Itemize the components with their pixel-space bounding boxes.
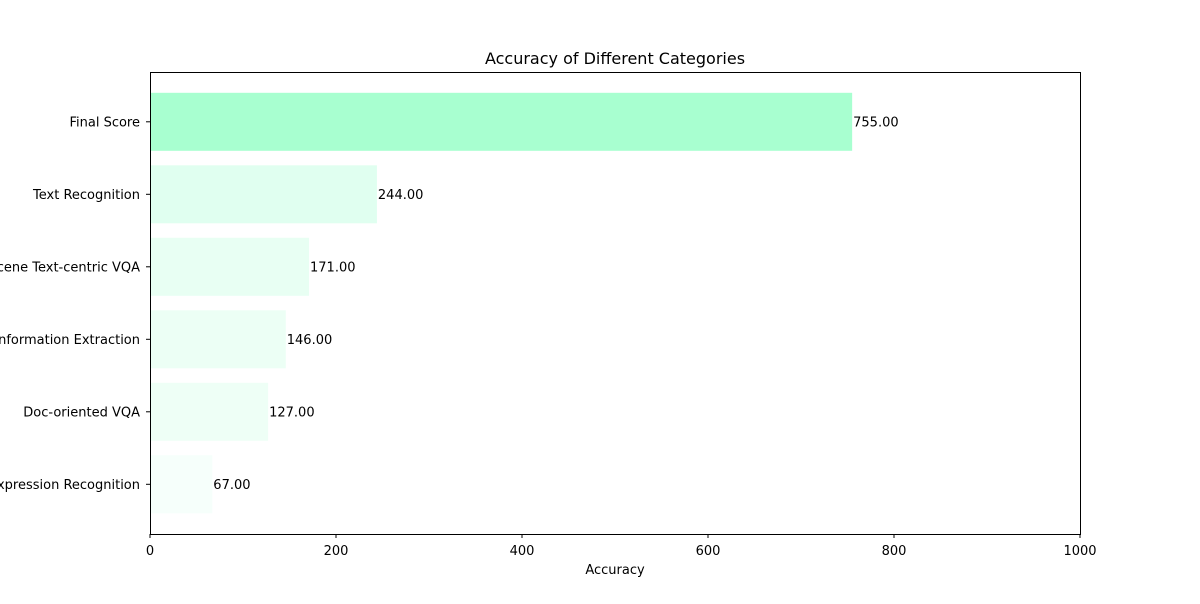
chart-title: Accuracy of Different Categories [485, 49, 745, 68]
bar [150, 310, 286, 369]
x-axis-label: Accuracy [585, 563, 645, 578]
plot-frame [150, 72, 1081, 535]
y-tick-label: Final Score [69, 115, 140, 130]
x-tick-label: 400 [510, 544, 535, 559]
x-tick-label: 800 [882, 544, 907, 559]
bars-layer [150, 92, 853, 514]
bar-value-label: 67.00 [213, 478, 250, 493]
y-tick-label: Text Recognition [32, 188, 140, 203]
y-tick-label: Handwritten Mathematical Expression Reco… [0, 478, 140, 493]
bar [150, 237, 310, 296]
y-tick-label: Scene Text-centric VQA [0, 260, 140, 275]
x-tick-label: 1000 [1063, 544, 1096, 559]
bar [150, 455, 213, 514]
bar [150, 92, 853, 151]
bar-value-label: 146.00 [287, 333, 333, 348]
bar-value-label: 244.00 [378, 188, 424, 203]
y-tick-label: Key Information Extraction [0, 333, 140, 348]
x-tick-label: 600 [696, 544, 721, 559]
bar-value-label: 127.00 [269, 405, 315, 420]
x-tick-label: 0 [146, 544, 154, 559]
bar-value-label: 171.00 [310, 260, 356, 275]
x-tick-label: 200 [324, 544, 349, 559]
bar [150, 165, 377, 224]
y-tick-label: Doc-oriented VQA [23, 405, 140, 420]
value-labels-layer: 755.00 244.00 171.00 146.00 127.00 67.00 [213, 115, 899, 493]
x-axis-ticks: 0 200 400 600 800 1000 [146, 534, 1097, 559]
y-axis-ticks: Final Score Text Recognition Scene Text-ce… [0, 115, 150, 493]
bar-value-label: 755.00 [853, 115, 899, 130]
bar [150, 382, 269, 441]
